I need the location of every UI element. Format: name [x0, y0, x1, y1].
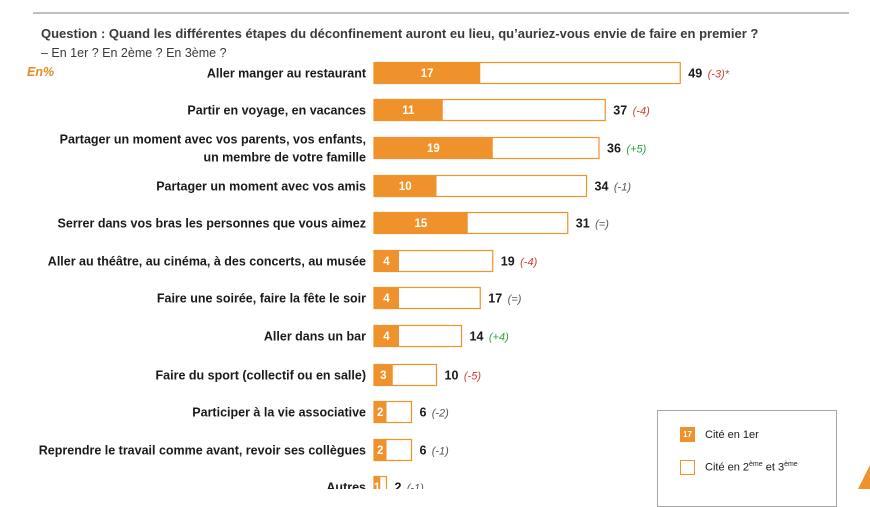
category-label: Serrer dans vos bras les personnes que v…: [58, 217, 366, 231]
total-value-label: 36: [607, 142, 621, 156]
first-value-label: 19: [427, 143, 440, 155]
change-label: (-2): [432, 408, 449, 420]
bar-first: [374, 401, 387, 423]
change-label: (=): [508, 294, 522, 306]
legend-swatch-total: [680, 460, 695, 475]
legend-label-first: Cité en 1er: [705, 428, 759, 441]
bar-first: [374, 364, 393, 386]
bar-first: [374, 137, 493, 159]
first-value-label: 3: [380, 370, 386, 382]
total-value-label: 2: [395, 481, 402, 490]
first-value-label: 11: [402, 105, 415, 117]
total-value-label: 31: [576, 217, 590, 231]
first-value-label: 2: [377, 445, 383, 457]
first-value-label: 15: [414, 218, 427, 230]
category-label: Partager un moment avec vos parents, vos…: [60, 133, 366, 147]
change-label: (=): [595, 219, 609, 231]
question-subtitle: – En 1er ? En 2ème ? En 3ème ?: [41, 46, 227, 60]
category-label: Partager un moment avec vos amis: [156, 180, 366, 194]
bar-first: [374, 99, 443, 121]
category-label: Faire du sport (collectif ou en salle): [156, 369, 366, 383]
change-label: (+5): [626, 144, 646, 156]
total-value-label: 49: [688, 67, 702, 81]
bar-first: [374, 62, 481, 84]
bar-first: [374, 250, 399, 272]
category-label: Aller dans un bar: [264, 330, 366, 344]
change-label: (-5): [464, 371, 481, 383]
total-value-label: 37: [613, 104, 627, 118]
bar-first: [374, 175, 437, 197]
category-label: Aller au théâtre, au cinéma, à des conce…: [48, 255, 366, 269]
first-value-label: 1: [374, 482, 381, 489]
change-label: (+4): [489, 332, 509, 344]
first-value-label: 17: [421, 68, 434, 80]
bar-first: [374, 287, 399, 309]
first-value-label: 10: [399, 181, 412, 193]
first-value-label: 4: [383, 293, 390, 305]
category-label: Participer à la vie associative: [192, 406, 366, 420]
bar-first: [374, 212, 468, 234]
top-rule: [33, 12, 849, 14]
legend-swatch-first: 17: [680, 427, 695, 442]
total-value-label: 10: [445, 369, 459, 383]
first-value-label: 4: [383, 331, 390, 343]
bar-first: [374, 439, 387, 461]
bar-chart: 17 49 (-3)* Aller manger au restaurant 11 37 (…: [39, 61, 730, 490]
total-value-label: 6: [420, 406, 427, 420]
change-label: (-3)*: [708, 69, 730, 81]
category-label: Aller manger au restaurant: [207, 67, 367, 81]
change-label: (-1): [614, 182, 631, 194]
total-value-label: 6: [420, 444, 427, 458]
total-value-label: 34: [595, 180, 609, 194]
change-label: (-1): [407, 483, 424, 490]
total-value-label: 14: [470, 330, 484, 344]
total-value-label: 17: [488, 292, 502, 306]
bar-first: [374, 325, 399, 347]
first-value-label: 4: [383, 256, 390, 268]
category-label: Faire une soirée, faire la fête le soir: [157, 292, 366, 306]
legend-label-total: Cité en 2ème et 3ème: [705, 461, 798, 474]
unit-label: En%: [27, 65, 55, 79]
legend-item-first: 17 Cité en 1er: [680, 427, 759, 442]
change-label: (-4): [633, 106, 650, 118]
first-value-label: 2: [377, 407, 383, 419]
category-label: Partir en voyage, en vacances: [187, 104, 366, 118]
change-label: (-4): [520, 257, 537, 269]
legend: 17 Cité en 1er Cité en 2ème et 3ème: [657, 410, 837, 507]
corner-decoration: [858, 465, 870, 489]
total-value-label: 19: [501, 255, 515, 269]
bar-first: [374, 476, 381, 489]
change-label: (-1): [432, 446, 449, 458]
category-label: un membre de votre famille: [203, 151, 366, 165]
category-label: Reprendre le travail comme avant, revoir…: [39, 444, 366, 458]
category-label: Autres: [326, 481, 366, 490]
legend-item-total: Cité en 2ème et 3ème: [680, 460, 798, 475]
question-title: Question : Quand les différentes étapes …: [41, 26, 759, 41]
